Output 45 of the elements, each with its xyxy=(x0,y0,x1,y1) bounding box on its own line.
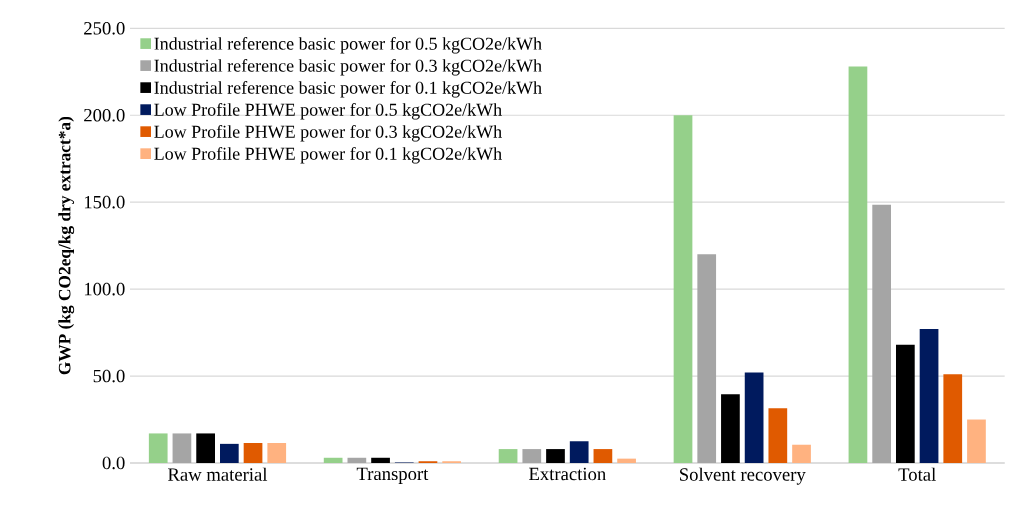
x-tick-label: Solvent recovery xyxy=(680,467,806,485)
bar xyxy=(872,204,892,463)
y-tick-label: 100.0 xyxy=(84,282,125,296)
y-tick-label: 250.0 xyxy=(84,21,125,35)
legend-label: Industrial reference basic power for 0.1 kgCO2e/kWh xyxy=(154,80,542,98)
bar xyxy=(943,374,963,463)
bar xyxy=(967,419,986,463)
bar xyxy=(546,449,565,463)
x-tick-label: Raw material xyxy=(168,467,268,481)
bar xyxy=(919,329,939,463)
x-tick-label: Total xyxy=(898,467,936,481)
bar xyxy=(196,433,215,463)
bar xyxy=(243,442,263,463)
bar xyxy=(371,457,390,463)
bar xyxy=(848,66,868,463)
y-tick-label: 200.0 xyxy=(84,108,125,122)
x-tick-label: Extraction xyxy=(529,467,606,481)
bar xyxy=(617,458,636,463)
bar xyxy=(148,433,168,463)
bar xyxy=(792,444,811,463)
bar xyxy=(498,449,518,463)
bar xyxy=(323,457,343,463)
legend-label: Low Profile PHWE power for 0.5 kgCO2e/kWh xyxy=(154,102,502,120)
bar xyxy=(522,449,542,463)
legend-label: Low Profile PHWE power for 0.3 kgCO2e/kWh xyxy=(154,124,502,142)
bar xyxy=(744,372,764,463)
legend-label: Low Profile PHWE power for 0.1 kgCO2e/kWh xyxy=(154,146,502,164)
y-tick-label: 150.0 xyxy=(84,195,125,209)
bar xyxy=(569,441,589,463)
bar xyxy=(895,344,915,463)
legend-label: Industrial reference basic power for 0.5 kgCO2e/kWh xyxy=(154,36,542,54)
bar xyxy=(267,442,287,463)
bar xyxy=(721,394,740,463)
legend-label: Industrial reference basic power for 0.3 kgCO2e/kWh xyxy=(154,58,542,76)
y-tick-label: 50.0 xyxy=(93,369,125,383)
y-axis-title: GWP (kg CO2eq/kg dry extract*a) xyxy=(58,116,75,375)
bar xyxy=(673,115,693,463)
y-tick-label: 0.0 xyxy=(102,456,125,470)
bar xyxy=(697,254,717,463)
bar xyxy=(219,443,239,463)
bar xyxy=(593,449,613,463)
bar xyxy=(768,408,788,463)
bar xyxy=(347,457,367,463)
bar xyxy=(172,433,192,463)
x-tick-label: Transport xyxy=(356,467,429,484)
